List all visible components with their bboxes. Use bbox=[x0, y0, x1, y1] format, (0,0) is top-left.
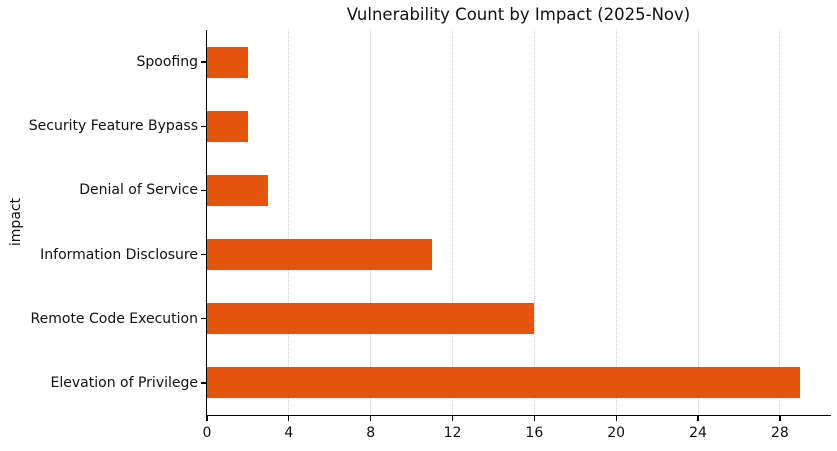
category-label: Remote Code Execution bbox=[30, 310, 198, 327]
y-tick-mark bbox=[200, 318, 206, 320]
bar bbox=[207, 110, 248, 142]
gridline bbox=[533, 30, 535, 415]
category-label: Denial of Service bbox=[79, 182, 198, 199]
bar bbox=[207, 46, 248, 78]
x-tick-mark bbox=[615, 416, 617, 421]
x-tick-mark bbox=[779, 416, 781, 421]
x-tick-label: 20 bbox=[607, 425, 626, 441]
y-tick-mark bbox=[200, 253, 206, 256]
chart-title: Vulnerability Count by Impact (2025-Nov) bbox=[346, 5, 691, 24]
gridline bbox=[288, 30, 290, 415]
x-tick-mark bbox=[370, 416, 372, 421]
bar bbox=[207, 239, 433, 271]
x-tick-mark bbox=[533, 416, 535, 421]
y-tick-mark bbox=[200, 61, 206, 63]
x-tick-label: 28 bbox=[770, 425, 789, 441]
y-axis-label: impact bbox=[8, 197, 24, 247]
y-tick-mark bbox=[200, 125, 206, 127]
x-tick-label: 16 bbox=[525, 425, 544, 441]
gridline bbox=[615, 30, 617, 415]
x-axis-spine bbox=[205, 415, 832, 417]
x-tick-mark bbox=[451, 416, 454, 421]
x-tick-label: 8 bbox=[366, 425, 376, 441]
gridline bbox=[779, 30, 781, 415]
y-tick-mark bbox=[200, 382, 206, 384]
y-axis-spine bbox=[205, 30, 207, 417]
gridline bbox=[370, 30, 372, 415]
y-tick-mark bbox=[200, 189, 206, 192]
category-label: Security Feature Bypass bbox=[28, 118, 198, 135]
x-tick-mark bbox=[288, 416, 290, 421]
bar bbox=[207, 303, 535, 335]
bar bbox=[207, 174, 269, 206]
x-tick-label: 12 bbox=[443, 425, 462, 441]
bar bbox=[207, 367, 801, 399]
x-tick-label: 0 bbox=[202, 425, 212, 441]
gridline bbox=[697, 30, 699, 415]
category-label: Information Disclosure bbox=[40, 246, 198, 263]
x-tick-label: 4 bbox=[284, 425, 294, 441]
category-label: Elevation of Privilege bbox=[50, 374, 198, 391]
x-tick-label: 24 bbox=[689, 425, 707, 441]
category-label: Spoofing bbox=[136, 54, 198, 71]
gridline bbox=[452, 30, 454, 415]
x-tick-mark bbox=[697, 416, 699, 421]
x-tick-mark bbox=[206, 416, 208, 421]
